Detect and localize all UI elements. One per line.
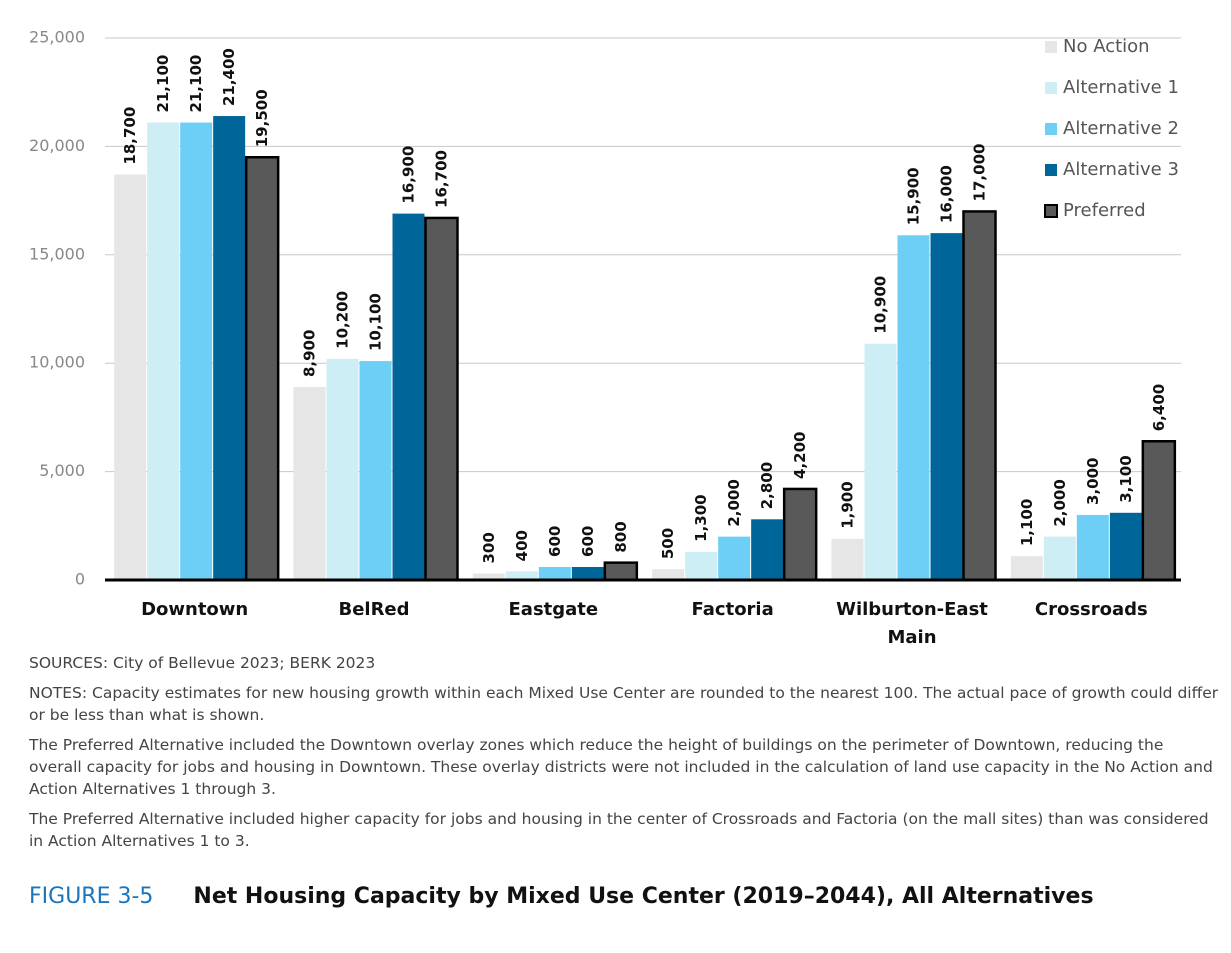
bar: [147, 122, 180, 580]
sources: SOURCES: City of Bellevue 2023; BERK 202…: [29, 654, 376, 672]
y-tick-label: 10,000: [29, 353, 85, 372]
bar: [538, 566, 571, 580]
figure-label: FIGURE 3-5: [29, 884, 154, 909]
bar: [1076, 514, 1109, 580]
x-tick-label: BelRed: [338, 599, 410, 620]
bar: [392, 213, 425, 580]
bar: [114, 174, 147, 581]
chart: 0 5,000 10,000 15,000 20,000 25,000 18,700 21,1…: [29, 28, 1181, 589]
data-label: 15,900: [905, 167, 923, 225]
bar: [751, 519, 784, 580]
legend-swatch: [1044, 204, 1058, 218]
figure-caption: FIGURE 3-5 Net Housing Capacity by Mixed …: [29, 884, 1094, 909]
legend-label: Preferred: [1063, 200, 1146, 221]
legend-label: No Action: [1063, 36, 1150, 57]
data-label: 300: [480, 532, 498, 563]
data-label: 400: [513, 530, 531, 561]
bar: [180, 122, 213, 580]
bar: [571, 566, 604, 580]
bar: [685, 551, 718, 580]
x-tick-label: Eastgate: [508, 599, 599, 620]
bar: [1010, 556, 1043, 580]
legend-swatch: [1045, 123, 1057, 135]
data-label: 10,100: [367, 293, 385, 351]
data-label: 6,400: [1150, 384, 1168, 431]
bar: [831, 538, 864, 580]
data-label: 16,700: [433, 150, 451, 208]
x-tick-label: Crossroads: [1034, 599, 1148, 620]
data-label: 3,000: [1084, 458, 1102, 505]
data-label: 1,900: [839, 481, 857, 528]
legend-swatch: [1045, 164, 1057, 176]
bar: [962, 210, 997, 582]
bar: [652, 569, 685, 580]
data-label: 2,800: [758, 462, 776, 509]
legend-swatch: [1045, 41, 1057, 53]
bar: [213, 116, 246, 580]
y-tick-label: 25,000: [29, 28, 85, 47]
y-tick-label: 5,000: [39, 461, 85, 480]
note: The Preferred Alternative included highe…: [29, 810, 1209, 850]
bar: [782, 487, 818, 582]
x-tick-label: Factoria: [691, 599, 774, 620]
data-label: 21,400: [220, 48, 238, 106]
bar: [718, 536, 751, 580]
y-tick-label: 20,000: [29, 136, 85, 155]
data-label: 18,700: [121, 107, 139, 165]
bar: [1141, 439, 1177, 582]
data-label: 4,200: [791, 431, 809, 478]
bar: [293, 387, 326, 580]
chart-title: Net Housing Capacity by Mixed Use Center…: [193, 884, 1094, 909]
bar: [326, 358, 359, 580]
bar: [1043, 536, 1076, 580]
data-label: 1,100: [1018, 499, 1036, 546]
bar: [603, 561, 639, 582]
data-label: 8,900: [301, 330, 319, 377]
notes: SOURCES: City of Bellevue 2023; BERK 202…: [29, 652, 1219, 860]
legend-swatch: [1045, 82, 1057, 94]
data-label: 21,100: [154, 55, 172, 113]
data-label: 600: [546, 526, 564, 557]
x-tick-label: Wilburton-East Main: [836, 599, 988, 648]
bar: [1109, 512, 1142, 580]
legend-label: Alternative 2: [1063, 118, 1179, 139]
data-label: 2,000: [1051, 479, 1069, 526]
data-label: 800: [612, 521, 630, 552]
bar: [472, 573, 505, 580]
data-label: 2,000: [725, 479, 743, 526]
legend-label: Alternative 3: [1063, 159, 1179, 180]
data-label: 10,200: [334, 291, 352, 349]
y-tick-label: 0: [75, 570, 85, 589]
data-label: 19,500: [253, 89, 271, 147]
bar: [359, 361, 392, 580]
bar: [244, 155, 280, 582]
x-tick-label: Downtown: [141, 599, 249, 620]
bar: [505, 571, 538, 580]
data-label: 17,000: [971, 144, 989, 202]
data-label: 600: [579, 526, 597, 557]
y-tick-label: 15,000: [29, 244, 85, 263]
bar: [424, 216, 459, 582]
bar: [930, 233, 963, 580]
data-label: 1,300: [692, 494, 710, 541]
legend-label: Alternative 1: [1063, 77, 1179, 98]
bar: [897, 235, 930, 580]
data-label: 21,100: [187, 55, 205, 113]
data-label: 500: [659, 528, 677, 559]
note: NOTES: Capacity estimates for new housin…: [29, 684, 1219, 724]
data-label: 3,100: [1117, 455, 1135, 502]
bar: [864, 343, 897, 580]
data-label: 16,000: [938, 165, 956, 223]
note: The Preferred Alternative included the D…: [29, 736, 1213, 798]
data-label: 16,900: [400, 146, 418, 204]
data-label: 10,900: [872, 276, 890, 334]
